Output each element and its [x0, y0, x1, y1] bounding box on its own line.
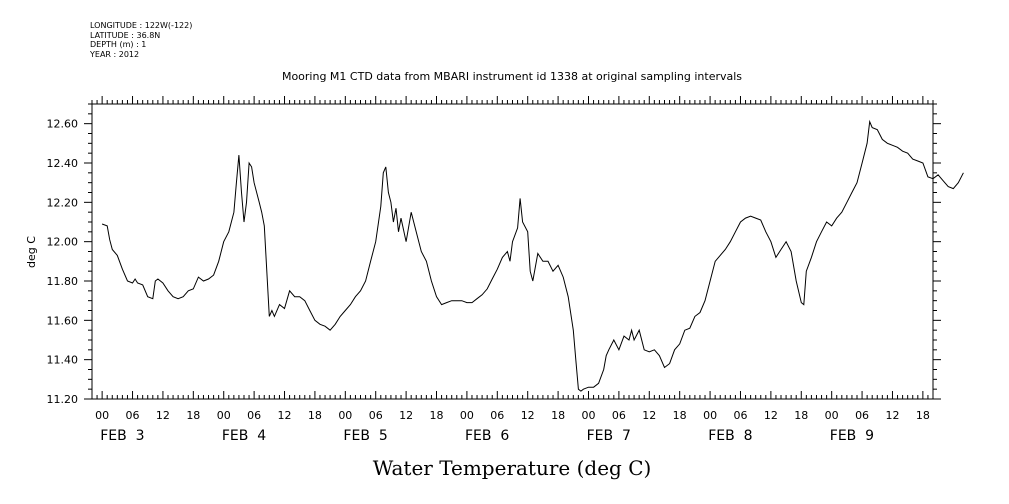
x-tick-label: 06: [369, 409, 383, 422]
day-labels: FEB 3 FEB 4 FEB 5 FEB 6 FEB 7 FEB 8 FEB 9: [100, 428, 874, 444]
x-tick-label: 18: [916, 409, 930, 422]
x-tick-label: 00: [703, 409, 717, 422]
x-tick-label: 00: [217, 409, 231, 422]
mooring-metadata: LONGITUDE : 122W(-122) LATITUDE : 36.8N …: [90, 21, 192, 59]
x-tick-label: 06: [733, 409, 747, 422]
x-tick-label: 18: [430, 409, 444, 422]
x-tick-label: 06: [490, 409, 504, 422]
day-label: FEB 8: [708, 428, 752, 444]
x-tick-label: 12: [764, 409, 778, 422]
x-tick-label: 06: [855, 409, 869, 422]
y-tick-label: 11.60: [47, 314, 79, 327]
x-tick-label: 00: [460, 409, 474, 422]
day-label: FEB 3: [100, 428, 144, 444]
x-tick-label: 00: [338, 409, 352, 422]
x-tick-label: 00: [581, 409, 595, 422]
y-tick-label: 11.40: [47, 354, 79, 367]
day-label: FEB 6: [465, 428, 509, 444]
y-tick-label: 12.40: [47, 157, 79, 170]
x-tick-label: 18: [794, 409, 808, 422]
day-label: FEB 7: [587, 428, 631, 444]
y-tick-label: 11.20: [47, 393, 79, 406]
x-tick-label: 06: [247, 409, 261, 422]
depth-text: DEPTH (m) : 1: [90, 40, 147, 50]
y-tick-labels: 11.20 11.40 11.60 11.80 12.00 12.20 12.40 12.60: [47, 118, 79, 406]
x-tick-label: 06: [126, 409, 140, 422]
y-tick-label: 11.80: [47, 275, 79, 288]
x-tick-label: 12: [399, 409, 413, 422]
plot-frame: [91, 103, 934, 400]
axis-ticks: [84, 96, 941, 400]
longitude-text: LONGITUDE : 122W(-122): [90, 21, 193, 30]
x-tick-label: 06: [612, 409, 626, 422]
x-tick-label: 00: [825, 409, 839, 422]
day-label: FEB 9: [830, 428, 874, 444]
day-label: FEB 5: [343, 428, 387, 444]
y-tick-label: 12.20: [47, 196, 79, 209]
x-tick-label: 12: [885, 409, 899, 422]
y-tick-label: 12.60: [47, 118, 79, 131]
x-axis-label: Water Temperature (deg C): [373, 456, 652, 480]
chart-title: Mooring M1 CTD data from MBARI instrumen…: [282, 70, 742, 83]
day-label: FEB 4: [222, 428, 266, 444]
x-tick-label: 18: [186, 409, 200, 422]
x-tick-label: 18: [551, 409, 565, 422]
x-tick-label: 18: [673, 409, 687, 422]
x-tick-label: 00: [95, 409, 109, 422]
y-axis-label: deg C: [25, 236, 38, 268]
x-tick-label: 12: [278, 409, 292, 422]
x-tick-label: 12: [642, 409, 656, 422]
y-tick-label: 12.00: [47, 236, 79, 249]
temperature-series-line: [101, 119, 964, 392]
latitude-text: LATITUDE : 36.8N: [90, 30, 161, 40]
x-tick-label: 12: [521, 409, 535, 422]
year-text: YEAR : 2012: [90, 49, 140, 59]
x-tick-label: 18: [308, 409, 322, 422]
x-tick-labels: 00 06 12 18 00 06 12 18 00 06 12 18 00 06 12 18 00 06 12 18…: [95, 409, 930, 422]
x-tick-label: 12: [156, 409, 170, 422]
